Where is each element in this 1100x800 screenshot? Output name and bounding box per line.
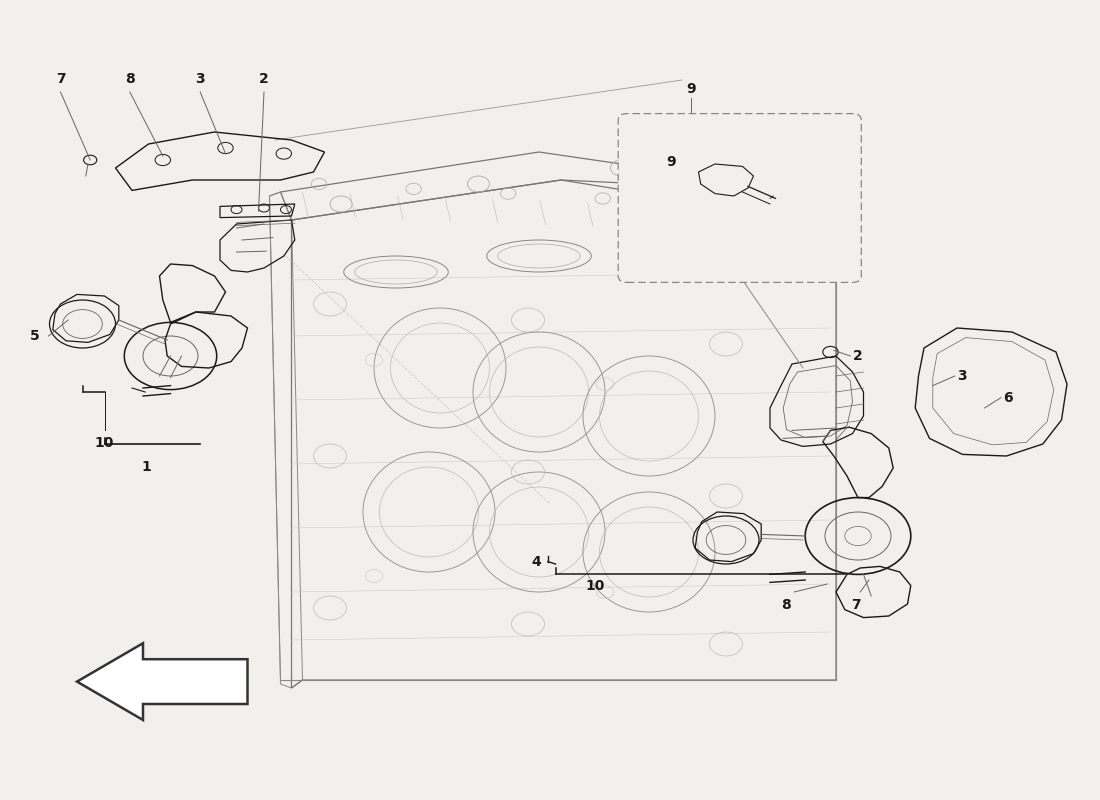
Text: 10: 10 (585, 578, 605, 593)
Text: 2: 2 (260, 72, 268, 86)
Text: 1: 1 (142, 460, 151, 474)
Text: 8: 8 (125, 72, 134, 86)
Text: 7: 7 (851, 598, 860, 613)
Text: 10: 10 (95, 436, 114, 450)
Text: 9: 9 (686, 82, 695, 96)
Text: 2: 2 (852, 349, 862, 363)
Text: 5: 5 (31, 329, 40, 343)
Text: 3: 3 (957, 369, 967, 383)
Text: 6: 6 (1003, 390, 1013, 405)
Polygon shape (77, 643, 248, 720)
Text: 9: 9 (667, 154, 675, 169)
Text: 4: 4 (531, 554, 541, 569)
Text: 8: 8 (782, 598, 791, 613)
Text: 7: 7 (56, 72, 65, 86)
Text: 3: 3 (196, 72, 205, 86)
FancyBboxPatch shape (618, 114, 861, 282)
